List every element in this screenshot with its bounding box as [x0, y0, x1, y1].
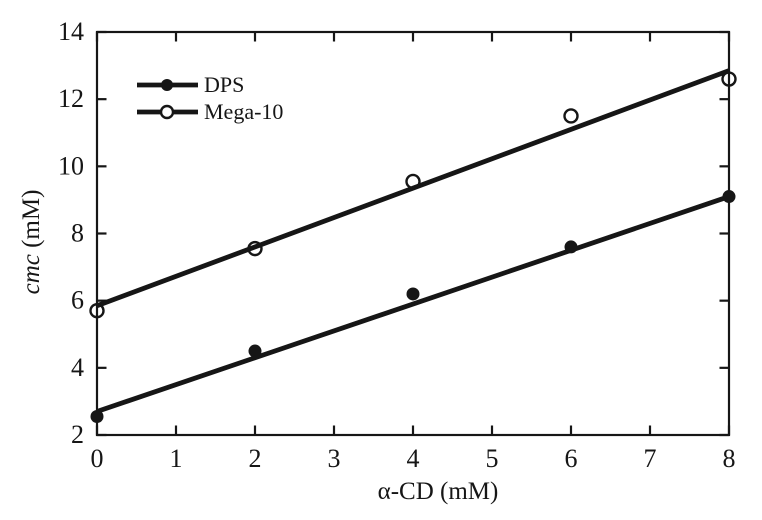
legend-label: DPS [204, 72, 244, 97]
data-point-mega-10 [247, 240, 263, 257]
y-axis-label: cmc (mM) [18, 190, 45, 295]
series-mega-10 [89, 68, 737, 319]
y-tick-label: 12 [58, 84, 84, 113]
series-dps [90, 190, 736, 424]
data-point-dps [722, 190, 736, 204]
data-point-mega-10 [721, 71, 737, 87]
data-point-mega-10 [563, 108, 579, 124]
y-axis-label-unit: (mM) [18, 190, 45, 255]
x-tick-label: 1 [170, 444, 183, 473]
x-axis-label: α-CD (mM) [378, 478, 499, 505]
y-tick-label: 8 [71, 219, 84, 248]
x-tick-label: 5 [486, 444, 499, 473]
x-tick-label: 4 [407, 444, 420, 473]
x-tick-label: 2 [249, 444, 262, 473]
y-axis-label-italic: cmc [18, 254, 45, 294]
plot-frame [95, 30, 731, 437]
x-tick-label: 6 [565, 444, 578, 473]
x-tick-label: 8 [723, 444, 736, 473]
data-point-dps [248, 344, 262, 358]
legend-marker-open-circle [159, 104, 175, 120]
legend-label: Mega-10 [204, 99, 283, 124]
x-tick-label: 0 [91, 444, 104, 473]
legend-marker-filled-circle [161, 79, 173, 91]
y-tick-label: 2 [71, 420, 84, 449]
y-tick-label: 6 [71, 286, 84, 315]
data-point-dps [90, 410, 104, 424]
data-point-mega-10 [405, 173, 421, 190]
x-tick-label: 7 [644, 444, 657, 473]
legend-item-mega-10: Mega-10 [137, 99, 283, 124]
y-tick-label: 10 [58, 151, 84, 180]
fit-line-dps [96, 194, 730, 414]
data-point-dps [564, 240, 578, 254]
y-tick-label: 4 [71, 353, 84, 382]
data-point-dps [406, 287, 420, 301]
y-tick-label: 14 [58, 17, 84, 46]
x-tick-label: 3 [328, 444, 341, 473]
legend-item-dps: DPS [137, 72, 244, 97]
data-point-mega-10 [89, 303, 105, 319]
